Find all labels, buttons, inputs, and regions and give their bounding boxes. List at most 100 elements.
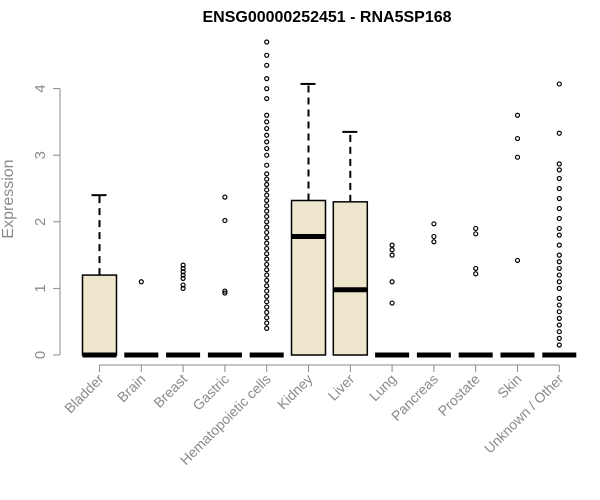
outlier-point — [264, 76, 270, 82]
outlier-point — [556, 322, 562, 328]
outlier-point — [556, 242, 562, 248]
outlier-point — [264, 203, 270, 209]
outlier-point — [389, 242, 395, 248]
outlier-point — [556, 279, 562, 285]
outlier-point — [556, 329, 562, 335]
outlier-point — [556, 302, 562, 308]
y-tick-label: 0 — [32, 351, 49, 359]
outlier-point — [514, 112, 521, 118]
y-tick-label: 1 — [32, 284, 49, 292]
outlier-point — [556, 225, 562, 232]
outlier-point — [473, 231, 479, 237]
outlier-point — [556, 285, 562, 291]
outlier-point — [264, 272, 270, 278]
outlier-point — [431, 233, 437, 240]
outlier-point — [389, 247, 395, 253]
outlier-point — [473, 265, 479, 272]
outlier-point — [264, 251, 270, 257]
outlier-point — [222, 290, 228, 296]
outlier-point — [431, 221, 437, 227]
outlier-point — [264, 62, 270, 68]
outlier-point — [222, 194, 228, 200]
outlier-point — [180, 262, 186, 268]
outlier-point — [180, 269, 186, 275]
outlier-point — [556, 315, 562, 321]
outlier-point — [514, 154, 521, 160]
outlier-point — [180, 282, 186, 288]
x-tick-label: Skin — [494, 371, 525, 402]
outlier-point — [389, 279, 395, 285]
outlier-point — [264, 256, 270, 262]
outlier-point — [264, 95, 270, 102]
x-tick-label: Breast — [150, 371, 190, 411]
outlier-point — [264, 39, 270, 45]
plot-area — [81, 39, 577, 358]
outlier-point — [556, 295, 562, 301]
outlier-point — [264, 145, 270, 152]
outlier-point — [264, 181, 270, 188]
outlier-point — [264, 152, 270, 158]
outlier-point — [138, 279, 144, 285]
outlier-point — [556, 81, 562, 87]
outlier-point — [264, 119, 270, 125]
outlier-point — [473, 271, 479, 277]
outlier-point — [264, 219, 270, 225]
outlier-point — [431, 239, 437, 245]
x-tick-label: Bladder — [61, 371, 107, 417]
x-tick-label: Brain — [114, 371, 148, 405]
box-pancreas — [416, 221, 451, 358]
box-lung — [375, 242, 410, 358]
outlier-point — [264, 277, 270, 284]
outlier-point — [264, 293, 270, 299]
outlier-point — [264, 224, 270, 230]
outlier-point — [556, 252, 562, 258]
outlier-point — [556, 309, 562, 315]
y-tick-label: 2 — [32, 218, 49, 226]
outlier-point — [264, 320, 270, 326]
outlier-point — [556, 205, 562, 212]
box-unknown-other — [542, 81, 577, 358]
outlier-point — [264, 283, 270, 289]
outlier-point — [264, 235, 270, 241]
outlier-point — [264, 112, 270, 118]
outlier-point — [556, 195, 562, 202]
outlier-point — [264, 229, 270, 236]
outlier-point — [264, 213, 270, 220]
outlier-point — [180, 265, 186, 272]
outlier-point — [264, 171, 270, 177]
box-body — [81, 274, 118, 356]
box-skin — [500, 112, 535, 358]
outlier-point — [556, 272, 562, 278]
box-body — [290, 199, 327, 356]
outlier-point — [389, 252, 395, 258]
box-hematopoietic-cells — [249, 39, 284, 358]
box-kidney — [290, 82, 327, 356]
outlier-point — [556, 130, 562, 136]
outlier-point — [264, 187, 270, 193]
outlier-point — [556, 265, 562, 272]
outlier-point — [556, 167, 562, 173]
outlier-point — [556, 175, 562, 182]
outlier-point — [514, 257, 521, 264]
outlier-point — [180, 285, 186, 291]
box-breast — [166, 262, 201, 358]
outlier-point — [222, 288, 228, 294]
y-axis-label: Expression — [0, 159, 17, 238]
outlier-point — [180, 272, 186, 278]
outlier-point — [556, 342, 562, 348]
outlier-point — [264, 240, 270, 246]
box-body — [332, 201, 369, 356]
outlier-point — [264, 85, 270, 92]
outlier-point — [264, 176, 270, 182]
outlier-point — [389, 300, 395, 306]
x-tick-label: Liver — [325, 371, 358, 404]
outlier-point — [264, 132, 270, 138]
outlier-point — [264, 299, 270, 305]
outlier-point — [264, 162, 270, 168]
outlier-point — [264, 125, 270, 132]
box-prostate — [458, 225, 493, 358]
x-tick-label: Kidney — [274, 371, 316, 413]
outlier-point — [264, 52, 270, 58]
outlier-point — [264, 245, 270, 252]
